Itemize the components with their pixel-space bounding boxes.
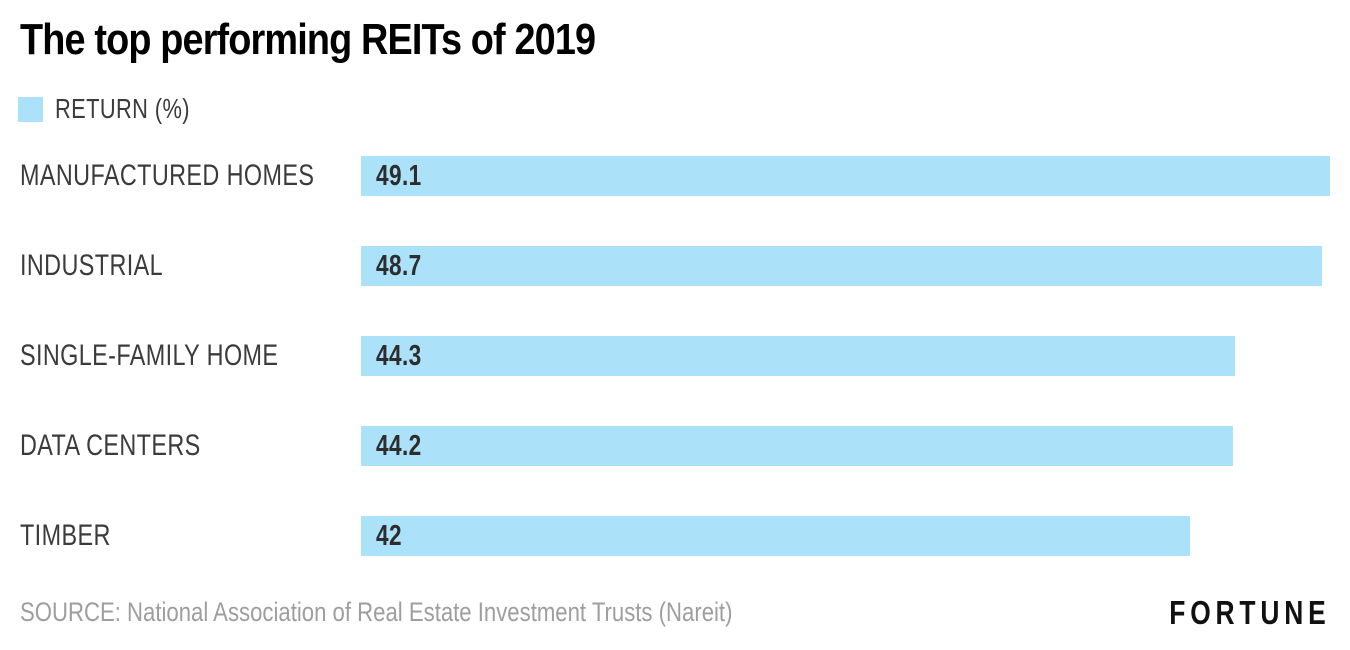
category-label-text: MANUFACTURED HOMES [20, 159, 315, 192]
category-label: TIMBER [20, 516, 361, 556]
value-label-text: 44.2 [376, 429, 422, 462]
bar-row: DATA CENTERS 44.2 [20, 426, 1330, 466]
legend-label: RETURN (%) [55, 93, 190, 124]
value-label-text: 42 [376, 519, 402, 552]
fortune-logo: FORTUNE [1168, 594, 1330, 631]
bar-track: 44.3 [361, 336, 1330, 376]
bar-track: 44.2 [361, 426, 1330, 466]
category-label-text: TIMBER [20, 519, 111, 552]
bar-chart: MANUFACTURED HOMES 49.1 INDUSTRIAL 48.7 SING… [20, 156, 1330, 606]
value-label-text: 48.7 [376, 249, 422, 282]
category-label: INDUSTRIAL [20, 246, 361, 286]
bar-row: MANUFACTURED HOMES 49.1 [20, 156, 1330, 196]
chart-title-text: The top performing REITs of 2019 [20, 15, 596, 64]
value-label: 42 [361, 520, 409, 553]
value-label: 49.1 [361, 160, 434, 193]
value-label: 48.7 [361, 250, 434, 283]
bar-track: 48.7 [361, 246, 1330, 286]
bar-track: 42 [361, 516, 1330, 556]
value-label: 44.3 [361, 340, 434, 373]
category-label-text: INDUSTRIAL [20, 249, 164, 282]
legend-swatch [18, 96, 43, 122]
value-label: 44.2 [361, 430, 434, 463]
bar: 48.7 [361, 246, 1323, 286]
value-label-text: 44.3 [376, 339, 422, 372]
bar: 42 [361, 516, 1190, 556]
value-label-text: 49.1 [376, 159, 422, 192]
bar-row: INDUSTRIAL 48.7 [20, 246, 1330, 286]
bar-track: 49.1 [361, 156, 1330, 196]
category-label-text: SINGLE-FAMILY HOME [20, 339, 279, 372]
legend: RETURN (%) [18, 93, 228, 125]
category-label-text: DATA CENTERS [20, 429, 201, 462]
bar: 44.3 [361, 336, 1236, 376]
bar: 49.1 [361, 156, 1330, 196]
bar-row: SINGLE-FAMILY HOME 44.3 [20, 336, 1330, 376]
bar-row: TIMBER 42 [20, 516, 1330, 556]
bar: 44.2 [361, 426, 1234, 466]
chart-title: The top performing REITs of 2019 [20, 15, 689, 64]
category-label: SINGLE-FAMILY HOME [20, 336, 361, 376]
category-label: DATA CENTERS [20, 426, 361, 466]
source-note: SOURCE: National Association of Real Est… [20, 597, 733, 627]
category-label: MANUFACTURED HOMES [20, 156, 361, 196]
